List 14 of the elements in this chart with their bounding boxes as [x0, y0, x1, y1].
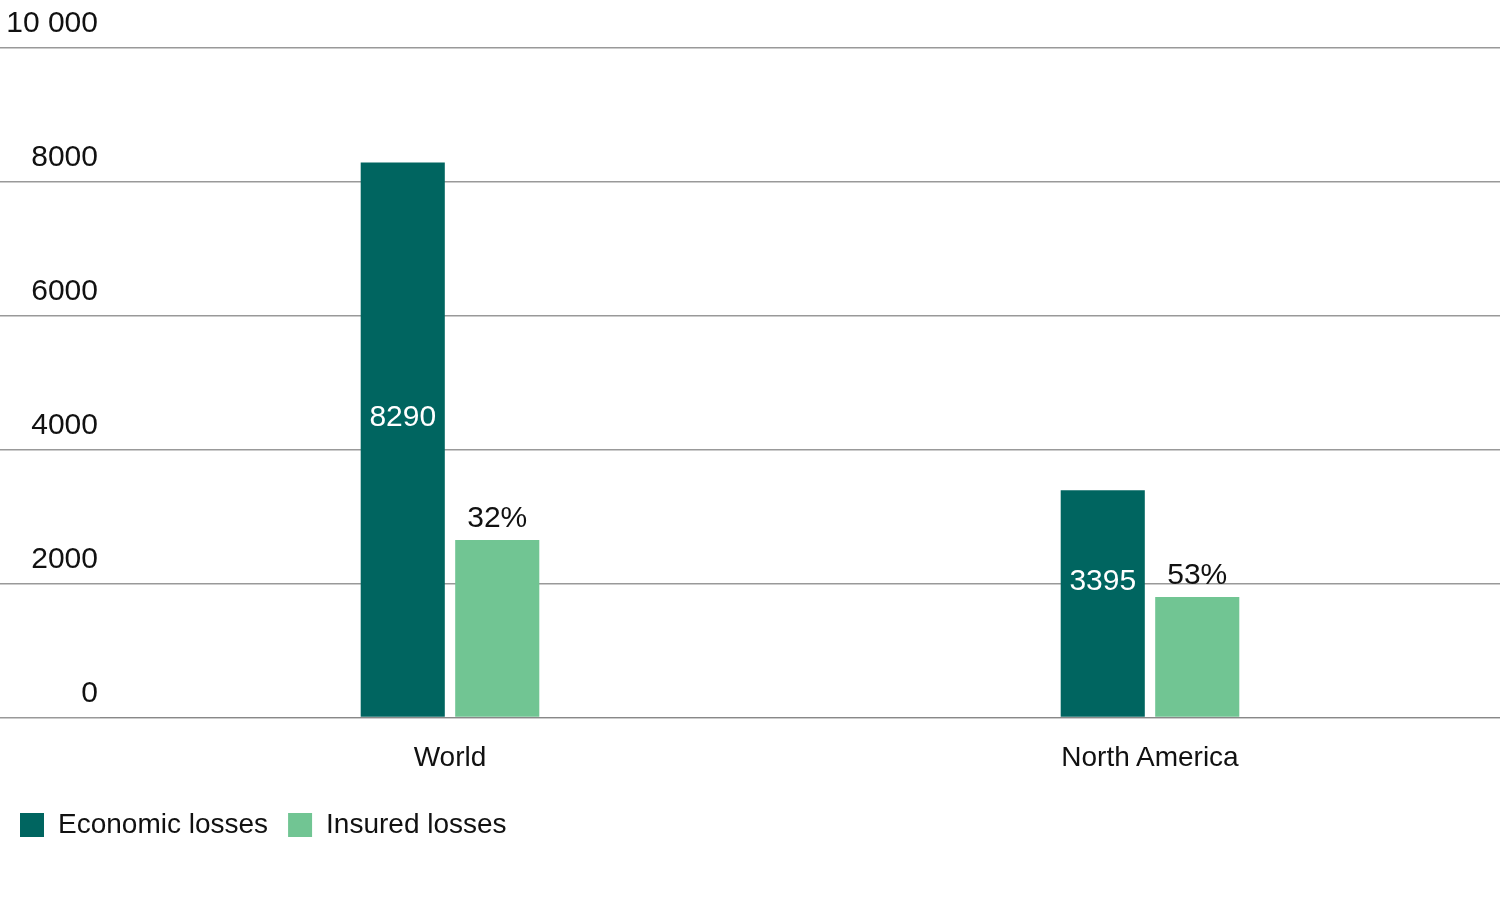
legend-label: Insured losses: [326, 807, 507, 839]
y-tick-label: 0: [81, 674, 98, 708]
x-tick-label: World: [413, 740, 487, 772]
y-tick-label: 2000: [31, 540, 98, 574]
y-tick-label: 8000: [31, 139, 98, 173]
data-label: 3395: [1069, 562, 1137, 596]
legend-label: Economic losses: [58, 807, 269, 839]
y-tick-label: 6000: [31, 273, 98, 307]
data-label: 8290: [369, 398, 437, 432]
y-tick-label: 4000: [31, 406, 98, 440]
x-tick-label: North America: [1061, 740, 1240, 772]
y-tick-label: 10 000: [6, 5, 98, 39]
annotation: 32%: [467, 500, 528, 534]
annotation: 53%: [1167, 557, 1228, 591]
